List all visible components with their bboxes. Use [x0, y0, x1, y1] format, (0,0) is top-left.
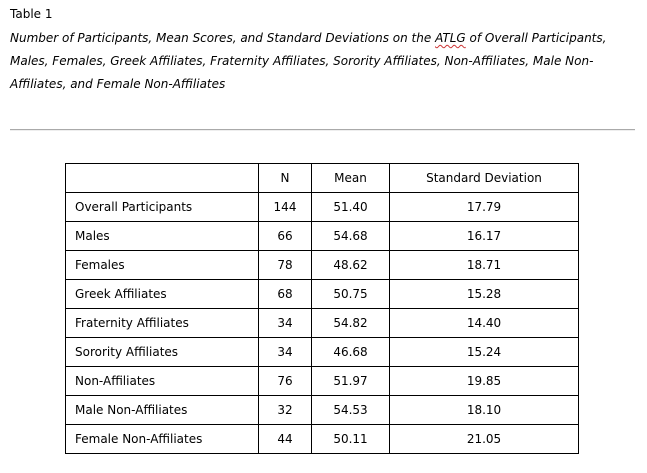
header-cell-group [65, 163, 259, 193]
n-cell: 68 [258, 279, 312, 309]
mean-cell: 54.68 [311, 221, 390, 251]
n-cell: 76 [258, 366, 312, 396]
caption-text-start: Number of Participants, Mean Scores, and… [10, 31, 436, 45]
sd-cell: 18.10 [389, 395, 579, 425]
table-row: Non-Affiliates 76 51.97 19.85 [65, 366, 579, 396]
results-table: N Mean Standard Deviation Overall Partic… [65, 163, 579, 454]
mean-cell: 50.75 [311, 279, 390, 309]
group-cell: Males [65, 221, 259, 251]
table-header-row: N Mean Standard Deviation [65, 163, 579, 193]
table-row: Greek Affiliates 68 50.75 15.28 [65, 279, 579, 309]
table-row: Sorority Affiliates 34 46.68 15.24 [65, 337, 579, 367]
n-cell: 32 [258, 395, 312, 425]
sd-cell: 17.79 [389, 192, 579, 222]
table-row: Females 78 48.62 18.71 [65, 250, 579, 280]
caption-abbreviation: ATLG [435, 31, 466, 45]
sd-cell: 14.40 [389, 308, 579, 338]
header-cell-sd: Standard Deviation [389, 163, 579, 193]
n-cell: 44 [258, 424, 312, 454]
mean-cell: 51.40 [311, 192, 390, 222]
horizontal-divider [10, 129, 635, 131]
mean-cell: 48.62 [311, 250, 390, 280]
group-cell: Greek Affiliates [65, 279, 259, 309]
n-cell: 34 [258, 337, 312, 367]
table-row: Overall Participants 144 51.40 17.79 [65, 192, 579, 222]
table-row: Female Non-Affiliates 44 50.11 21.05 [65, 424, 579, 454]
sd-cell: 21.05 [389, 424, 579, 454]
table-label: Table 1 [10, 7, 53, 21]
header-cell-mean: Mean [311, 163, 390, 193]
group-cell: Females [65, 250, 259, 280]
group-cell: Sorority Affiliates [65, 337, 259, 367]
table-row: Fraternity Affiliates 34 54.82 14.40 [65, 308, 579, 338]
group-cell: Overall Participants [65, 192, 259, 222]
n-cell: 78 [258, 250, 312, 280]
sd-cell: 15.28 [389, 279, 579, 309]
group-cell: Fraternity Affiliates [65, 308, 259, 338]
sd-cell: 16.17 [389, 221, 579, 251]
group-cell: Female Non-Affiliates [65, 424, 259, 454]
mean-cell: 50.11 [311, 424, 390, 454]
group-cell: Non-Affiliates [65, 366, 259, 396]
header-cell-n: N [258, 163, 312, 193]
mean-cell: 54.53 [311, 395, 390, 425]
caption-text-end: of Overall Participants, Males, Females,… [10, 31, 607, 91]
sd-cell: 18.71 [389, 250, 579, 280]
table-row: Males 66 54.68 16.17 [65, 221, 579, 251]
sd-cell: 19.85 [389, 366, 579, 396]
n-cell: 66 [258, 221, 312, 251]
mean-cell: 51.97 [311, 366, 390, 396]
table-row: Male Non-Affiliates 32 54.53 18.10 [65, 395, 579, 425]
n-cell: 144 [258, 192, 312, 222]
sd-cell: 15.24 [389, 337, 579, 367]
mean-cell: 54.82 [311, 308, 390, 338]
table-caption: Number of Participants, Mean Scores, and… [10, 27, 635, 96]
group-cell: Male Non-Affiliates [65, 395, 259, 425]
mean-cell: 46.68 [311, 337, 390, 367]
n-cell: 34 [258, 308, 312, 338]
